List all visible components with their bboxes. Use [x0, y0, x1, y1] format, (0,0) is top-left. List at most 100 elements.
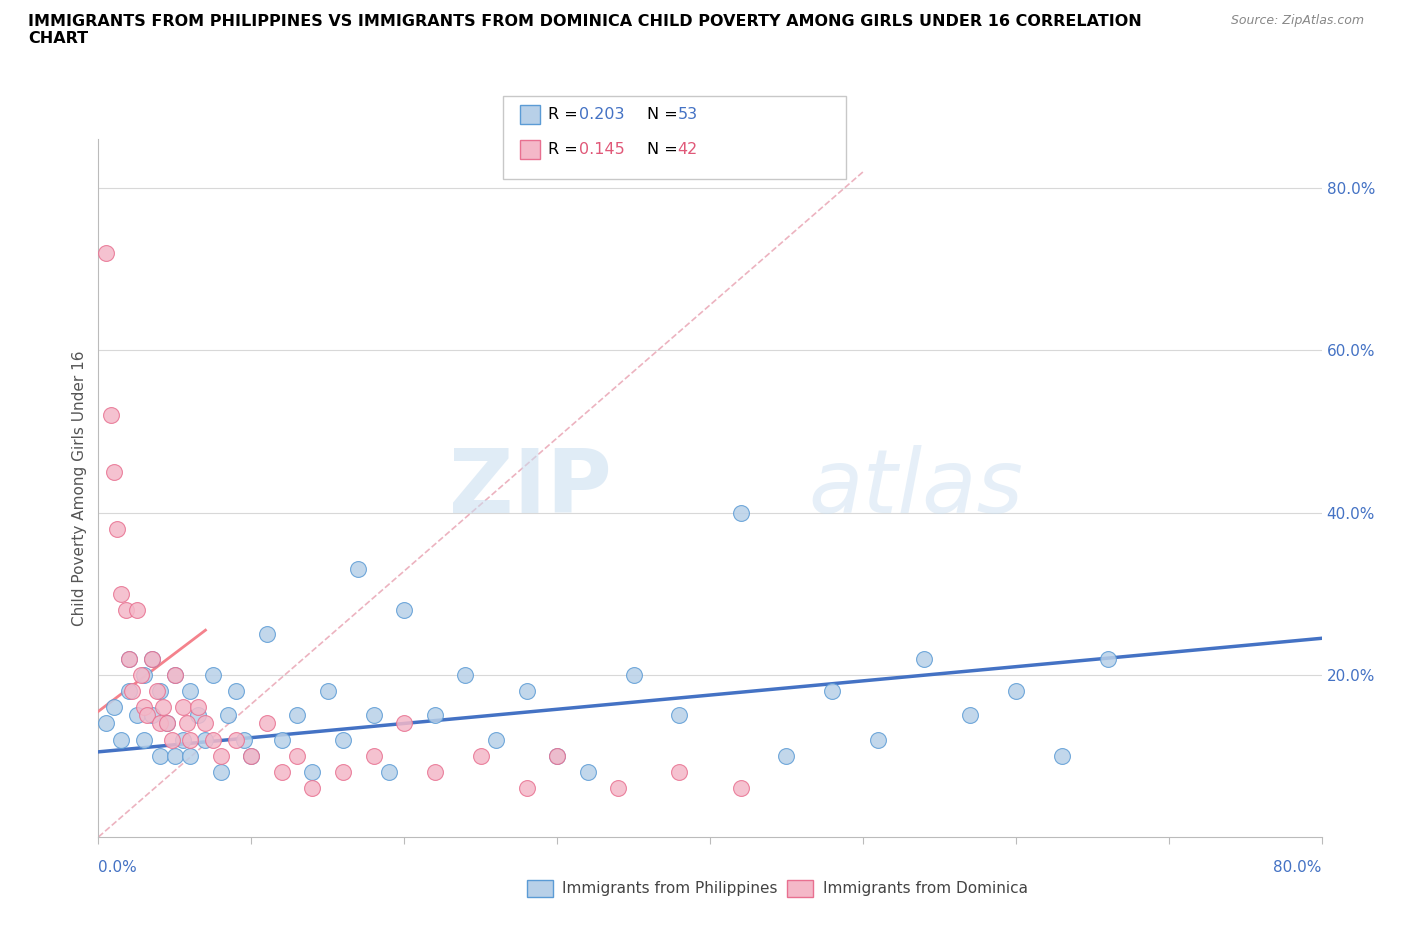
Point	[179, 732, 201, 747]
Text: ZIP: ZIP	[450, 445, 612, 532]
Point	[179, 749, 201, 764]
Point	[194, 732, 217, 747]
Point	[194, 716, 217, 731]
Text: R =: R =	[548, 107, 583, 122]
Point	[576, 764, 599, 779]
Text: 42: 42	[678, 142, 697, 157]
Text: Source: ZipAtlas.com: Source: ZipAtlas.com	[1230, 14, 1364, 27]
Point	[868, 732, 890, 747]
Point	[156, 716, 179, 731]
Point	[187, 708, 209, 723]
Point	[332, 764, 354, 779]
Text: N =: N =	[647, 142, 683, 157]
Point	[270, 764, 292, 779]
Point	[270, 732, 292, 747]
Point	[256, 627, 278, 642]
Y-axis label: Child Poverty Among Girls Under 16: Child Poverty Among Girls Under 16	[72, 351, 87, 626]
Point	[156, 716, 179, 731]
Point	[145, 684, 167, 698]
Point	[163, 668, 186, 683]
Point	[136, 708, 159, 723]
Point	[172, 732, 194, 747]
Point	[110, 732, 132, 747]
Point	[1050, 749, 1073, 764]
Point	[285, 749, 308, 764]
Point	[163, 749, 186, 764]
Point	[1097, 651, 1119, 666]
Point	[285, 708, 308, 723]
Point	[179, 684, 201, 698]
Point	[225, 732, 247, 747]
Point	[121, 684, 143, 698]
Point	[332, 732, 354, 747]
Text: 0.203: 0.203	[579, 107, 624, 122]
Point	[103, 699, 125, 714]
Point	[103, 465, 125, 480]
Point	[134, 668, 156, 683]
Point	[775, 749, 797, 764]
Point	[160, 732, 183, 747]
Point	[209, 749, 232, 764]
Text: IMMIGRANTS FROM PHILIPPINES VS IMMIGRANTS FROM DOMINICA CHILD POVERTY AMONG GIRL: IMMIGRANTS FROM PHILIPPINES VS IMMIGRANT…	[28, 14, 1142, 46]
Point	[240, 749, 263, 764]
Point	[125, 708, 148, 723]
Point	[110, 586, 132, 601]
Point	[149, 716, 172, 731]
Point	[1004, 684, 1026, 698]
Point	[730, 781, 752, 796]
Point	[546, 749, 568, 764]
Point	[668, 764, 690, 779]
Point	[392, 716, 416, 731]
Point	[94, 246, 117, 260]
Point	[141, 651, 163, 666]
Point	[225, 684, 247, 698]
Text: 0.145: 0.145	[579, 142, 626, 157]
Point	[959, 708, 981, 723]
Point	[141, 708, 163, 723]
Point	[105, 522, 128, 537]
Point	[202, 668, 225, 683]
Point	[347, 562, 370, 577]
Text: 80.0%: 80.0%	[1274, 860, 1322, 875]
Point	[187, 699, 209, 714]
Point	[129, 668, 152, 683]
Text: R =: R =	[548, 142, 583, 157]
Point	[172, 699, 194, 714]
Point	[301, 781, 323, 796]
Text: Immigrants from Philippines: Immigrants from Philippines	[562, 881, 778, 896]
Point	[118, 651, 141, 666]
Point	[125, 603, 148, 618]
Point	[668, 708, 690, 723]
Point	[423, 708, 446, 723]
Point	[152, 699, 174, 714]
Point	[118, 651, 141, 666]
Text: 0.0%: 0.0%	[98, 860, 138, 875]
Point	[821, 684, 844, 698]
Point	[316, 684, 339, 698]
Point	[149, 749, 172, 764]
Point	[454, 668, 477, 683]
Point	[470, 749, 492, 764]
Point	[392, 603, 416, 618]
Point	[378, 764, 401, 779]
Point	[363, 749, 385, 764]
Point	[232, 732, 254, 747]
Point	[623, 668, 645, 683]
Point	[363, 708, 385, 723]
Text: 53: 53	[678, 107, 697, 122]
Point	[516, 684, 538, 698]
Point	[134, 732, 156, 747]
Text: atlas: atlas	[808, 445, 1022, 531]
Point	[176, 716, 198, 731]
Point	[546, 749, 568, 764]
Point	[607, 781, 630, 796]
Point	[730, 505, 752, 520]
Point	[217, 708, 239, 723]
Point	[149, 684, 172, 698]
Text: Immigrants from Dominica: Immigrants from Dominica	[823, 881, 1028, 896]
Point	[912, 651, 935, 666]
Point	[134, 699, 156, 714]
Point	[256, 716, 278, 731]
Text: N =: N =	[647, 107, 683, 122]
Point	[115, 603, 138, 618]
